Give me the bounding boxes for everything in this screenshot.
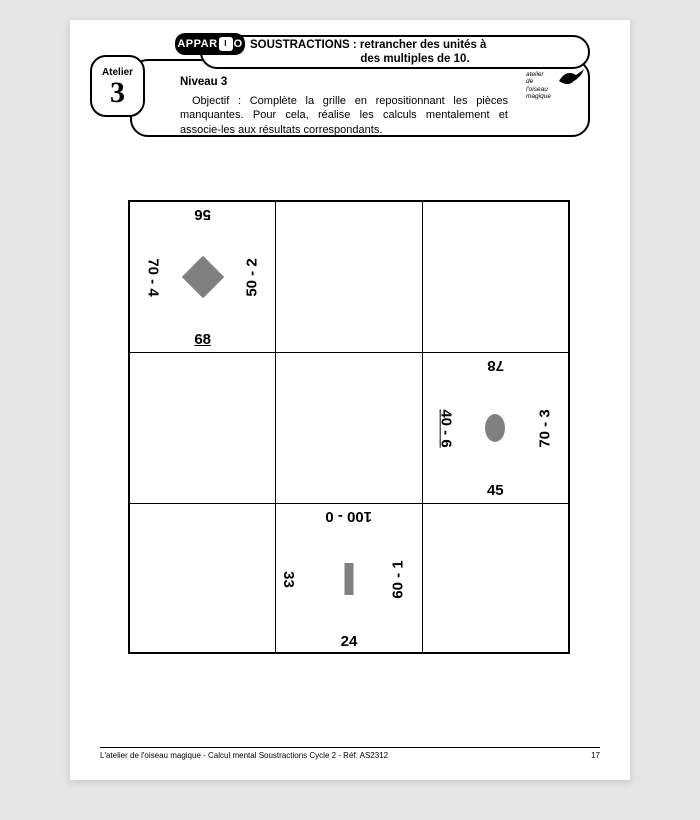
puzzle-grid: 56 68 70 - 4 50 - 2 78 45 40 - 6 70 - 3 <box>128 200 570 654</box>
tile-edge-right: 50 - 2 <box>233 202 271 352</box>
tile-edge-right-text: 50 - 2 <box>244 258 261 296</box>
header: APPARIO SOUSTRACTIONS : retrancher des u… <box>90 35 600 155</box>
description-box: Niveau 3 Objectif : Complète la grille e… <box>130 59 590 137</box>
title-box: SOUSTRACTIONS : retrancher des unités à … <box>200 35 590 69</box>
publisher-logo-text: atelier de l'oiseau magique <box>526 71 551 100</box>
level-label: Niveau 3 <box>180 75 508 91</box>
tile-edge-right: 60 - 1 <box>379 504 417 654</box>
brand-i-icon: I <box>219 37 233 51</box>
footer-citation: L'atelier de l'oiseau magique - Calcul m… <box>100 751 388 760</box>
bird-icon <box>556 67 586 89</box>
tile-edge-left-text: 33 <box>280 571 297 588</box>
grid-cell-r0c1 <box>275 202 421 352</box>
tile-edge-left: 33 <box>280 504 297 654</box>
tile-edge-right: 70 - 3 <box>526 353 564 503</box>
diamond-shape-icon <box>181 256 223 298</box>
oval-shape-icon <box>485 414 505 442</box>
grid-cell-r2c0 <box>130 504 275 654</box>
page-footer: L'atelier de l'oiseau magique - Calcul m… <box>100 747 600 760</box>
tile-r0c0: 56 68 70 - 4 50 - 2 <box>130 202 275 352</box>
publisher-logo: atelier de l'oiseau magique <box>526 71 582 115</box>
grid-cell-r1c1 <box>275 353 421 503</box>
tile-edge-left: 40 - 6 <box>427 353 465 503</box>
tile-edge-left-text: 70 - 4 <box>145 258 162 296</box>
brand-text-right: O <box>234 38 243 50</box>
page-number: 17 <box>591 751 600 760</box>
objective-text: Objectif : Complète la grille en reposit… <box>180 94 508 139</box>
atelier-number: 3 <box>110 78 125 108</box>
brand-text-left: APPAR <box>177 38 217 50</box>
grid-cell-r1c0 <box>130 353 275 503</box>
grid-cell-r0c0: 56 68 70 - 4 50 - 2 <box>130 202 275 352</box>
tile-edge-left: 70 - 4 <box>134 202 172 352</box>
tile-edge-right-text: 60 - 1 <box>390 560 407 598</box>
tile-edge-left-text: 40 - 6 <box>437 409 454 447</box>
atelier-box: Atelier 3 <box>90 55 145 117</box>
grid-row: 78 45 40 - 6 70 - 3 <box>130 352 568 503</box>
grid-cell-r0c2 <box>422 202 568 352</box>
tile-edge-right-text: 70 - 3 <box>536 409 553 447</box>
brand-badge: APPARIO <box>175 33 245 55</box>
tile-r1c2: 78 45 40 - 6 70 - 3 <box>423 353 568 503</box>
grid-row: 100 - 0 24 33 60 - 1 <box>130 503 568 654</box>
worksheet-page: APPARIO SOUSTRACTIONS : retrancher des u… <box>70 20 630 780</box>
title-line-2: des multiples de 10. <box>250 52 580 66</box>
grid-row: 56 68 70 - 4 50 - 2 <box>130 202 568 352</box>
grid-cell-r2c2 <box>422 504 568 654</box>
bar-shape-icon <box>344 563 353 595</box>
grid-cell-r2c1: 100 - 0 24 33 60 - 1 <box>275 504 421 654</box>
grid-cell-r1c2: 78 45 40 - 6 70 - 3 <box>422 353 568 503</box>
title-line-1: SOUSTRACTIONS : retrancher des unités à <box>250 38 580 52</box>
tile-r2c1: 100 - 0 24 33 60 - 1 <box>276 504 421 654</box>
